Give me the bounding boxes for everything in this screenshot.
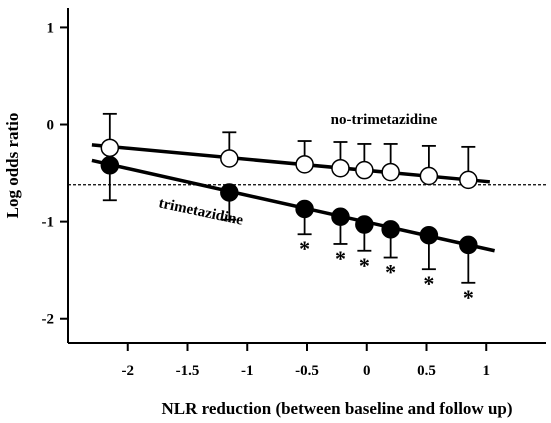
data-point (459, 235, 478, 255)
series-trimetazidine: * * * * * * (91, 156, 495, 310)
data-point (100, 138, 120, 158)
series-no-trimetazidine (91, 112, 490, 190)
x-tick-label: -1 (241, 363, 254, 379)
x-axis-title: NLR reduction (between baseline and foll… (161, 399, 512, 418)
data-point (355, 215, 374, 234)
data-point (331, 158, 350, 178)
data-point (331, 207, 350, 227)
axes: 1 0 -1 -2 -2 -1.5 -1 -0.5 0 0.5 1 (42, 8, 546, 379)
data-point (295, 155, 314, 174)
data-point (381, 220, 400, 239)
series-label: no-trimetazidine (331, 112, 438, 128)
y-tick-label: 0 (47, 118, 55, 134)
data-point (220, 149, 239, 168)
data-point (419, 225, 439, 245)
x-tick-label: -2 (122, 363, 135, 379)
data-point (355, 160, 374, 180)
significance-marker: * (335, 246, 346, 271)
significance-marker: * (385, 260, 396, 285)
y-tick-label: -1 (42, 215, 55, 231)
significance-marker: * (463, 285, 474, 310)
y-tick-label: -2 (42, 312, 55, 328)
data-point (419, 166, 439, 186)
data-point (295, 199, 314, 219)
x-tick-label: 0 (363, 363, 371, 379)
data-point (100, 156, 120, 175)
data-point (220, 183, 239, 202)
data-point (459, 170, 478, 190)
y-axis-title: Log odds ratio (3, 113, 22, 219)
x-tick-label: 0.5 (417, 363, 436, 379)
significance-marker: * (299, 236, 310, 261)
x-tick-label: -0.5 (295, 363, 319, 379)
significance-marker: * (423, 271, 434, 296)
significance-marker: * (359, 253, 370, 278)
data-point (381, 162, 400, 182)
x-tick-label: 1 (483, 363, 491, 379)
y-tick-label: 1 (47, 20, 55, 36)
x-tick-label: -1.5 (176, 363, 200, 379)
